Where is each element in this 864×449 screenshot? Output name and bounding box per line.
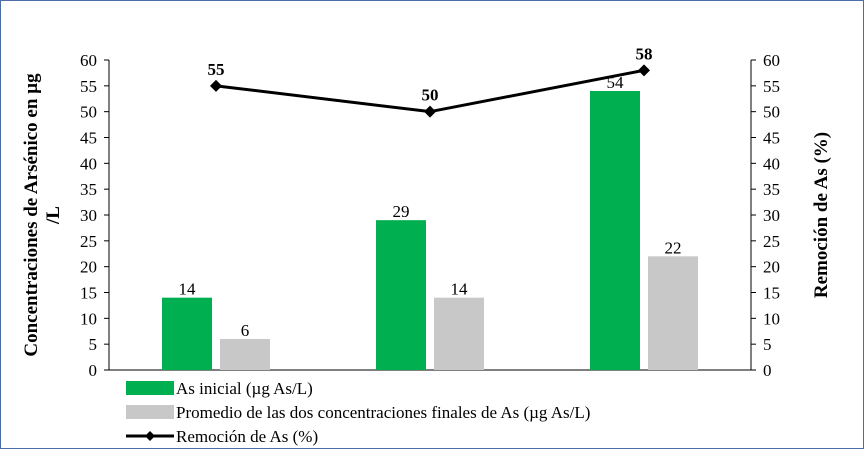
y-left-tick-label: 10 (80, 309, 97, 328)
y-right-tick-label: 25 (763, 232, 780, 251)
y-left-tick-label: 50 (80, 103, 97, 122)
legend-label: Remoción de As (%) (176, 427, 318, 446)
line-series: 55 50 58 (208, 44, 653, 118)
y-left-tick-label: 35 (80, 180, 97, 199)
y-right-tick-label: 0 (763, 361, 772, 380)
y-left-tick-label: 15 (80, 284, 97, 303)
bar (162, 297, 212, 370)
bar (648, 256, 698, 370)
y-left-tick-label: 30 (80, 206, 97, 225)
legend: As inicial (µg As/L) Promedio de las dos … (126, 379, 590, 446)
y-left-tick-label: 45 (80, 129, 97, 148)
bar-data-label: 14 (179, 280, 197, 299)
line-point (210, 79, 222, 92)
bar (376, 220, 426, 370)
line-point (424, 105, 436, 118)
y-left-tick-label: 55 (80, 77, 97, 96)
y-right-tick-label: 35 (763, 180, 780, 199)
line-data-label: 55 (208, 60, 225, 79)
line-point (638, 64, 650, 77)
bar-data-label: 22 (665, 238, 682, 257)
y-right-tick-label: 45 (763, 129, 780, 148)
y-right-tick-label: 10 (763, 309, 780, 328)
y-right-tick-label: 30 (763, 206, 780, 225)
bar (434, 297, 484, 370)
line-data-label: 50 (422, 86, 439, 105)
y-left-tick-label: 40 (80, 154, 97, 173)
y-axis-left-label-line1: Concentraciones de Arsénico en µg (21, 73, 42, 357)
y-right-tick-label: 15 (763, 284, 780, 303)
legend-swatch (126, 381, 174, 395)
y-left-tick-label: 5 (89, 335, 98, 354)
y-right-tick-label: 60 (763, 51, 780, 70)
legend-label: Promedio de las dos concentraciones fina… (176, 403, 590, 422)
bar (220, 339, 270, 370)
line-data-label: 58 (636, 44, 653, 63)
legend-marker (145, 431, 155, 441)
right-axis: 0 5 10 15 20 25 30 35 40 45 50 55 60 (750, 51, 780, 380)
y-right-tick-label: 5 (763, 335, 772, 354)
y-left-tick-label: 25 (80, 232, 97, 251)
bar (590, 91, 640, 370)
y-left-tick-label: 60 (80, 51, 97, 70)
bar-data-label: 14 (451, 280, 469, 299)
left-axis: 0 5 10 15 20 25 30 35 40 45 50 55 60 (80, 51, 751, 380)
legend-swatch (126, 405, 174, 419)
y-right-tick-label: 50 (763, 103, 780, 122)
y-left-tick-label: 20 (80, 258, 97, 277)
legend-label: As inicial (µg As/L) (176, 379, 313, 398)
y-left-tick-label: 0 (89, 361, 98, 380)
y-axis-right-label: Remoción de As (%) (811, 132, 832, 298)
y-right-tick-label: 20 (763, 258, 780, 277)
y-axis-left-label: Concentraciones de Arsénico en µg/L (21, 73, 64, 357)
bar-data-label: 29 (393, 202, 410, 221)
y-right-tick-label: 40 (763, 154, 780, 173)
y-axis-left-label-line2: /L (43, 206, 64, 225)
y-right-tick-label: 55 (763, 77, 780, 96)
bar-data-label: 6 (241, 321, 250, 340)
